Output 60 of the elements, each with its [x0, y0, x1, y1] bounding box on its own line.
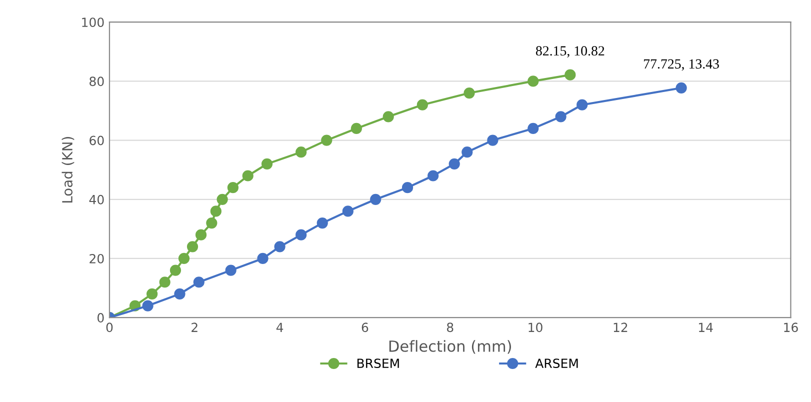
- annotation: 82.15, 10.82: [536, 46, 604, 58]
- x-tick-label: 2: [192, 322, 198, 332]
- point: [321, 134, 332, 146]
- x-tick-label: 4: [276, 322, 284, 332]
- point: [257, 252, 268, 264]
- point: [382, 111, 394, 122]
- point: [416, 99, 428, 110]
- y-tick-label: 0: [97, 313, 104, 323]
- x-tick-label: 0: [106, 322, 113, 332]
- point: [555, 111, 566, 122]
- x-tick-label: 14: [698, 322, 713, 332]
- y-tick-label: 40: [89, 194, 104, 204]
- point: [576, 99, 588, 110]
- point: [448, 158, 460, 170]
- point: [186, 241, 198, 252]
- point: [464, 87, 475, 99]
- point: [227, 182, 239, 194]
- legend-label: ARSEM: [535, 358, 578, 368]
- point: [142, 300, 154, 312]
- point: [206, 217, 218, 229]
- point: [159, 276, 170, 288]
- x-tick-label: 16: [784, 322, 798, 332]
- point: [350, 122, 362, 134]
- x-tick-label: 6: [362, 322, 368, 332]
- point: [316, 217, 328, 229]
- legend-label: BRSEM: [357, 358, 399, 368]
- point: [210, 206, 222, 217]
- point: [402, 182, 414, 194]
- point: [146, 288, 158, 300]
- point: [428, 170, 439, 182]
- point: [342, 206, 354, 217]
- point: [487, 134, 498, 146]
- point: [174, 288, 186, 300]
- x-tick-label: 8: [446, 322, 454, 332]
- y-tick-label: 20: [90, 254, 104, 264]
- point: [178, 252, 190, 264]
- point: [274, 241, 286, 252]
- point: [528, 76, 539, 87]
- point: [225, 264, 236, 276]
- point: [462, 146, 473, 158]
- x-tick-label: 12: [614, 322, 628, 332]
- point: [242, 170, 254, 182]
- point: [564, 69, 576, 80]
- point: [170, 264, 182, 276]
- x-axis-title: Deflection (mm): [389, 340, 511, 354]
- point: [195, 229, 207, 240]
- x-tick-label: 10: [528, 322, 542, 332]
- point: [193, 276, 204, 288]
- point: [296, 146, 307, 158]
- y-tick-label: 60: [90, 136, 104, 146]
- y-axis-title: Load (KN): [62, 137, 74, 203]
- point: [370, 194, 382, 205]
- annotation: 77.725, 13.43: [644, 59, 719, 71]
- point: [528, 122, 539, 134]
- y-tick-label: 80: [90, 76, 104, 86]
- y-tick-label: 100: [82, 18, 104, 28]
- point: [216, 194, 228, 205]
- point: [261, 158, 273, 170]
- point: [296, 229, 307, 240]
- point: [676, 82, 687, 94]
